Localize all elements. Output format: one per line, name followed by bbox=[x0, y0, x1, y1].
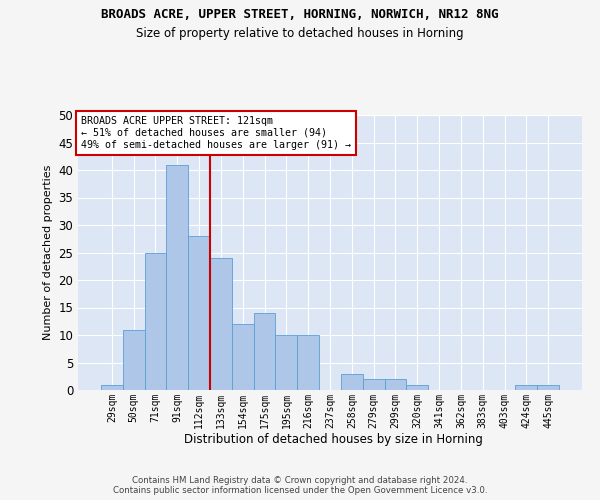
Bar bbox=[145, 252, 166, 390]
Bar bbox=[188, 236, 210, 390]
Bar bbox=[101, 384, 123, 390]
Text: Distribution of detached houses by size in Horning: Distribution of detached houses by size … bbox=[184, 432, 482, 446]
Text: BROADS ACRE, UPPER STREET, HORNING, NORWICH, NR12 8NG: BROADS ACRE, UPPER STREET, HORNING, NORW… bbox=[101, 8, 499, 20]
Bar bbox=[254, 313, 275, 390]
Bar bbox=[341, 374, 363, 390]
Bar bbox=[297, 335, 319, 390]
Y-axis label: Number of detached properties: Number of detached properties bbox=[43, 165, 53, 340]
Text: BROADS ACRE UPPER STREET: 121sqm
← 51% of detached houses are smaller (94)
49% o: BROADS ACRE UPPER STREET: 121sqm ← 51% o… bbox=[80, 116, 350, 150]
Bar bbox=[385, 379, 406, 390]
Bar bbox=[537, 384, 559, 390]
Text: Contains HM Land Registry data © Crown copyright and database right 2024.
Contai: Contains HM Land Registry data © Crown c… bbox=[113, 476, 487, 495]
Text: Size of property relative to detached houses in Horning: Size of property relative to detached ho… bbox=[136, 28, 464, 40]
Bar bbox=[515, 384, 537, 390]
Bar bbox=[123, 330, 145, 390]
Bar bbox=[363, 379, 385, 390]
Bar bbox=[166, 164, 188, 390]
Bar bbox=[210, 258, 232, 390]
Bar bbox=[232, 324, 254, 390]
Bar bbox=[275, 335, 297, 390]
Bar bbox=[406, 384, 428, 390]
